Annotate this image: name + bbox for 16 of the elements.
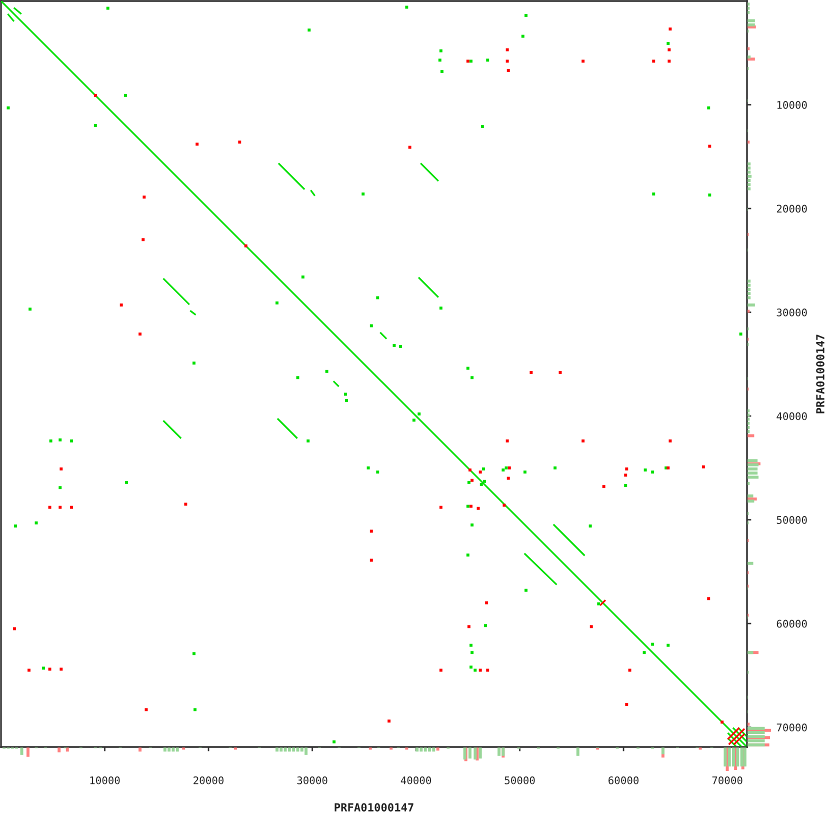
x-tick-label: 30000: [297, 776, 328, 784]
x-tick-label: 10000: [90, 776, 120, 784]
y-tick-label: 30000: [776, 308, 807, 316]
y-axis-title: PRFA01000147: [816, 334, 824, 414]
x-tick-label: 20000: [194, 776, 224, 784]
x-tick-label: 50000: [504, 776, 535, 784]
x-axis-title: PRFA01000147: [334, 803, 414, 812]
y-tick-label: 50000: [776, 516, 807, 524]
y-tick-label: 40000: [776, 412, 807, 420]
y-tick-label: 10000: [777, 101, 807, 109]
y-tick-label: 60000: [776, 620, 807, 628]
x-tick-label: 40000: [400, 776, 432, 784]
x-tick-label: 60000: [608, 776, 639, 784]
x-tick-label: 70000: [712, 776, 742, 784]
y-tick-label: 70000: [776, 724, 807, 732]
y-tick-label: 20000: [776, 204, 807, 213]
